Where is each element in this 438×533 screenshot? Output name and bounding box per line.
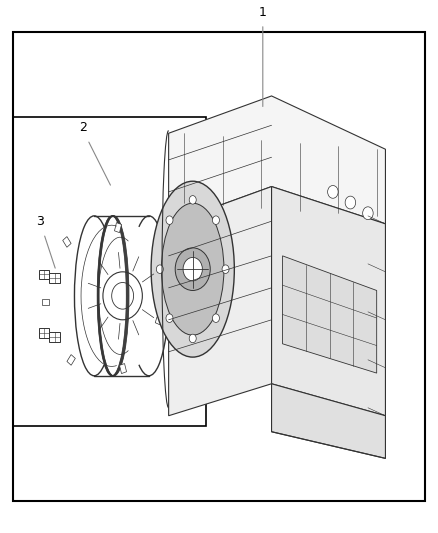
Bar [39,328,49,338]
Bar [13,117,206,426]
Circle shape [166,216,173,224]
Bar [114,223,121,232]
Circle shape [222,265,229,273]
Circle shape [328,185,338,198]
Circle shape [156,265,163,273]
Circle shape [189,334,196,343]
Bar [13,32,425,501]
Ellipse shape [151,181,234,357]
Bar [39,270,49,279]
Bar [155,317,164,326]
Polygon shape [169,96,385,224]
Bar [120,364,127,374]
Bar [49,273,60,283]
Bar [153,266,162,276]
Polygon shape [283,256,377,373]
Circle shape [175,248,210,290]
Circle shape [363,207,373,220]
Polygon shape [272,187,385,416]
Polygon shape [272,384,385,458]
Ellipse shape [162,203,224,335]
Bar [42,299,49,305]
Bar [49,332,60,342]
Text: 1: 1 [259,6,267,19]
Polygon shape [169,187,272,416]
Circle shape [212,314,219,322]
Bar [63,237,71,247]
Circle shape [212,216,219,224]
Circle shape [189,196,196,204]
Bar [67,354,75,365]
Text: 2: 2 [79,122,87,134]
Circle shape [183,257,202,281]
Text: 3: 3 [36,215,44,228]
Circle shape [345,196,356,209]
Circle shape [166,314,173,322]
